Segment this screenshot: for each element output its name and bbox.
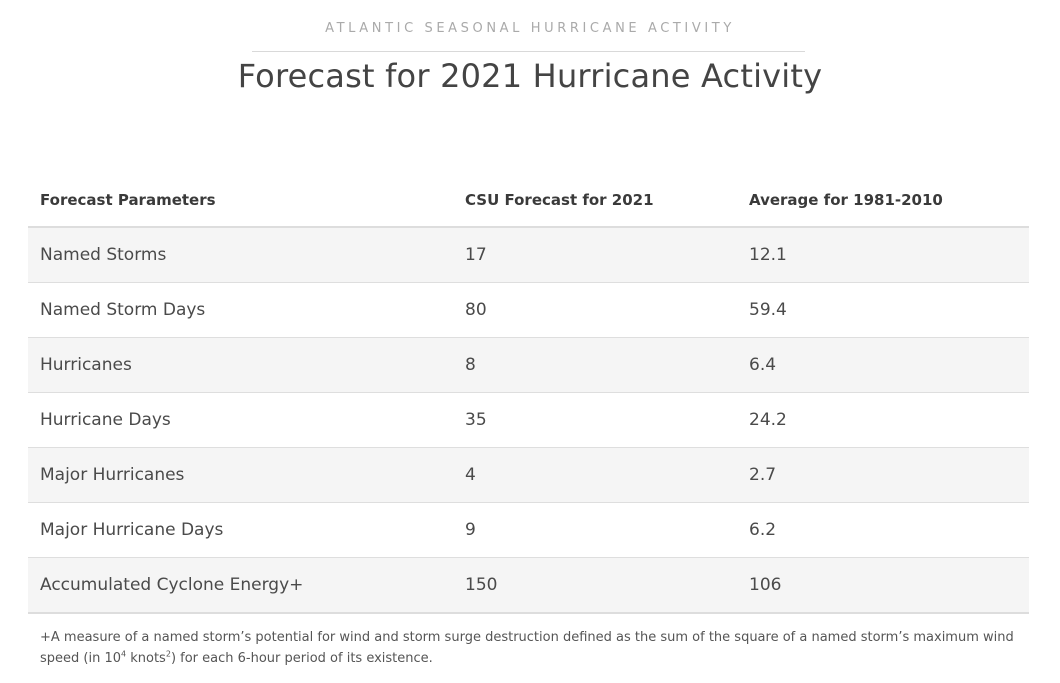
row-forecast-value: 80 (453, 282, 737, 338)
table-row: Hurricane Days 35 24.2 (28, 392, 1029, 448)
footnote-text-part3: ) for each 6-hour period of its existenc… (170, 651, 433, 666)
title-divider (252, 51, 805, 52)
row-average-value: 2.7 (737, 447, 1029, 503)
table-row: Named Storms 17 12.1 (28, 227, 1029, 283)
row-parameter: Accumulated Cyclone Energy+ (28, 557, 453, 614)
table-row: Major Hurricanes 4 2.7 (28, 447, 1029, 503)
page-title: Forecast for 2021 Hurricane Activity (237, 57, 823, 95)
footnote-exponent-2: 2 (165, 649, 171, 659)
row-parameter: Hurricane Days (28, 392, 453, 448)
table-row: Accumulated Cyclone Energy+ 150 106 (28, 557, 1029, 614)
row-forecast-value: 17 (453, 227, 737, 283)
row-forecast-value: 35 (453, 392, 737, 448)
forecast-table: Forecast Parameters CSU Forecast for 202… (28, 173, 1029, 614)
row-parameter: Named Storms (28, 227, 453, 283)
column-header-average: Average for 1981-2010 (737, 173, 1029, 228)
table-header-row: Forecast Parameters CSU Forecast for 202… (28, 173, 1029, 228)
footnote-text-part1: +A measure of a named storm’s potential … (40, 630, 1014, 666)
column-header-csu-forecast: CSU Forecast for 2021 (453, 173, 737, 228)
row-parameter: Major Hurricane Days (28, 502, 453, 558)
row-forecast-value: 8 (453, 337, 737, 393)
row-forecast-value: 9 (453, 502, 737, 558)
row-parameter: Hurricanes (28, 337, 453, 393)
row-average-value: 12.1 (737, 227, 1029, 283)
row-forecast-value: 4 (453, 447, 737, 503)
section-eyebrow: ATLANTIC SEASONAL HURRICANE ACTIVITY (325, 21, 735, 36)
row-forecast-value: 150 (453, 557, 737, 614)
ace-footnote: +A measure of a named storm’s potential … (40, 627, 1015, 669)
footnote-text-part2: knots (126, 651, 166, 666)
table-row: Hurricanes 8 6.4 (28, 337, 1029, 393)
table-row: Major Hurricane Days 9 6.2 (28, 502, 1029, 558)
row-parameter: Named Storm Days (28, 282, 453, 338)
row-average-value: 106 (737, 557, 1029, 614)
row-average-value: 6.2 (737, 502, 1029, 558)
column-header-parameters: Forecast Parameters (28, 173, 453, 228)
footnote-exponent-1: 4 (121, 649, 127, 659)
row-average-value: 6.4 (737, 337, 1029, 393)
forecast-table-container: Forecast Parameters CSU Forecast for 202… (28, 173, 1029, 614)
row-parameter: Major Hurricanes (28, 447, 453, 503)
row-average-value: 24.2 (737, 392, 1029, 448)
table-row: Named Storm Days 80 59.4 (28, 282, 1029, 338)
row-average-value: 59.4 (737, 282, 1029, 338)
